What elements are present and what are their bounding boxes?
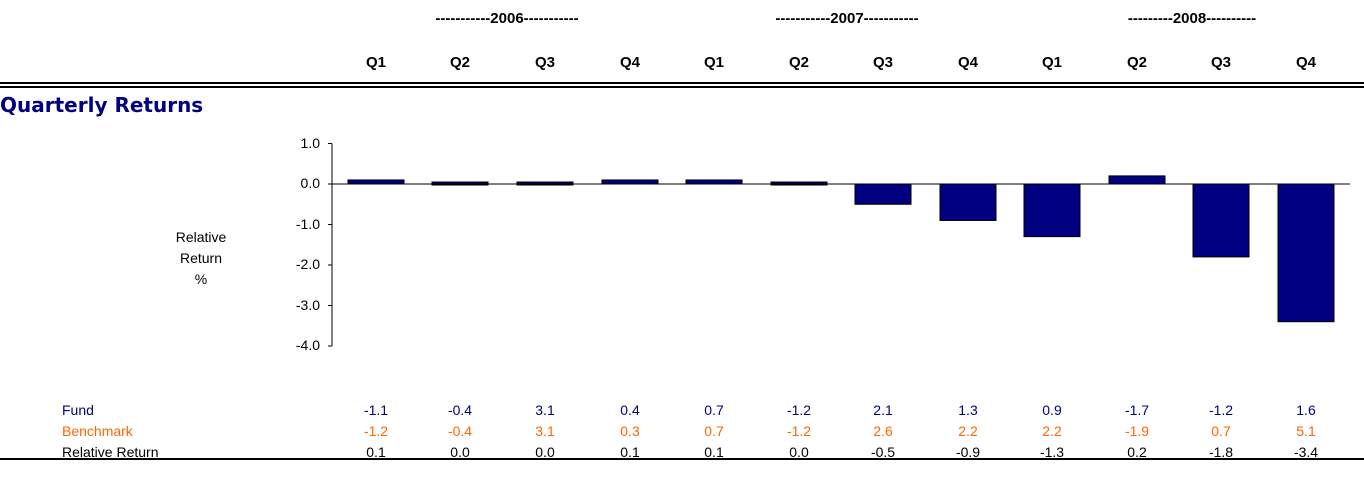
- y-axis-label-line-3: %: [194, 271, 208, 287]
- table-cell: 2.1: [873, 402, 893, 418]
- header-rule-top: [0, 82, 1364, 84]
- table-cell: 2.2: [1042, 423, 1062, 439]
- bar: [1023, 183, 1081, 238]
- table-cell: 0.0: [789, 444, 809, 460]
- quarter-header: Q2: [1126, 54, 1147, 71]
- table-cell: -1.8: [1208, 444, 1234, 460]
- table-cell: -0.5: [870, 444, 896, 460]
- quarter-header: Q4: [957, 54, 978, 71]
- bar: [854, 183, 912, 205]
- table-row-label: Benchmark: [62, 423, 133, 439]
- y-axis-label-line-2: Return: [179, 250, 223, 266]
- table-row-label: Fund: [62, 402, 94, 418]
- year-header-2006: -----------2006-----------: [435, 10, 579, 27]
- table-cell: -0.9: [955, 444, 981, 460]
- quarter-header: Q1: [365, 54, 386, 71]
- table-cell: -3.4: [1293, 444, 1319, 460]
- bar: [1108, 175, 1166, 185]
- header-rule-bottom: [0, 86, 1364, 88]
- table-cell: -1.9: [1124, 423, 1150, 439]
- quarter-header: Q3: [1210, 54, 1231, 71]
- table-cell: 0.1: [366, 444, 386, 460]
- quarter-header: Q2: [449, 54, 470, 71]
- quarter-header: Q3: [872, 54, 893, 71]
- table-cell: 0.0: [450, 444, 470, 460]
- table-cell: -1.1: [363, 402, 389, 418]
- table-cell: 0.7: [704, 402, 724, 418]
- table-cell: 5.1: [1296, 423, 1316, 439]
- bar: [685, 179, 743, 185]
- table-cell: 0.3: [620, 423, 640, 439]
- bar: [347, 179, 405, 185]
- table-cell: 3.1: [535, 402, 555, 418]
- quarter-header: Q1: [703, 54, 724, 71]
- y-tick-label: -1.0: [295, 215, 320, 232]
- year-header-2008: ---------2008----------: [1127, 10, 1257, 27]
- y-tick-label: -3.0: [295, 296, 320, 313]
- bar: [939, 183, 997, 221]
- table-cell: 2.2: [958, 423, 978, 439]
- table-cell: -1.2: [363, 423, 389, 439]
- bottom-rule: [0, 458, 1364, 460]
- table-cell: 3.1: [535, 423, 555, 439]
- y-tick-label: -4.0: [295, 337, 320, 353]
- table-cell: 0.0: [535, 444, 555, 460]
- quarter-header: Q4: [1295, 54, 1316, 71]
- bar: [1192, 183, 1250, 258]
- table-cell: -1.2: [786, 402, 812, 418]
- table-cell: 1.3: [958, 402, 978, 418]
- y-tick-label: -2.0: [295, 256, 320, 272]
- quarter-header: Q4: [619, 54, 640, 71]
- year-header-2007: -----------2007-----------: [775, 10, 919, 27]
- table-cell: 0.7: [704, 423, 724, 439]
- table-cell: 0.7: [1211, 423, 1231, 439]
- table-cell: -1.2: [786, 423, 812, 439]
- table-cell: 0.4: [620, 402, 640, 418]
- table-cell: -1.7: [1124, 402, 1150, 418]
- bar: [1277, 183, 1335, 323]
- section-title: Quarterly Returns: [0, 93, 204, 117]
- y-axis-label-line-1: Relative: [175, 229, 227, 245]
- y-tick-label: 0.0: [300, 175, 320, 191]
- table-cell: 0.9: [1042, 402, 1062, 418]
- table-cell: -0.4: [447, 402, 473, 418]
- quarter-header: Q3: [534, 54, 555, 71]
- quarter-header: Q2: [788, 54, 809, 71]
- table-cell: 0.1: [620, 444, 640, 460]
- y-axis-label: Relative Return %: [168, 227, 234, 290]
- table-cell: -1.2: [1208, 402, 1234, 418]
- table-cell: 0.2: [1127, 444, 1147, 460]
- table-row-label: Relative Return: [62, 444, 159, 460]
- table-cell: -1.3: [1039, 444, 1065, 460]
- y-tick-label: 1.0: [300, 134, 320, 151]
- bar: [601, 179, 659, 185]
- quarter-header: Q1: [1041, 54, 1062, 71]
- table-cell: 1.6: [1296, 402, 1316, 418]
- table-cell: 0.1: [704, 444, 724, 460]
- table-cell: 2.6: [873, 423, 893, 439]
- table-cell: -0.4: [447, 423, 473, 439]
